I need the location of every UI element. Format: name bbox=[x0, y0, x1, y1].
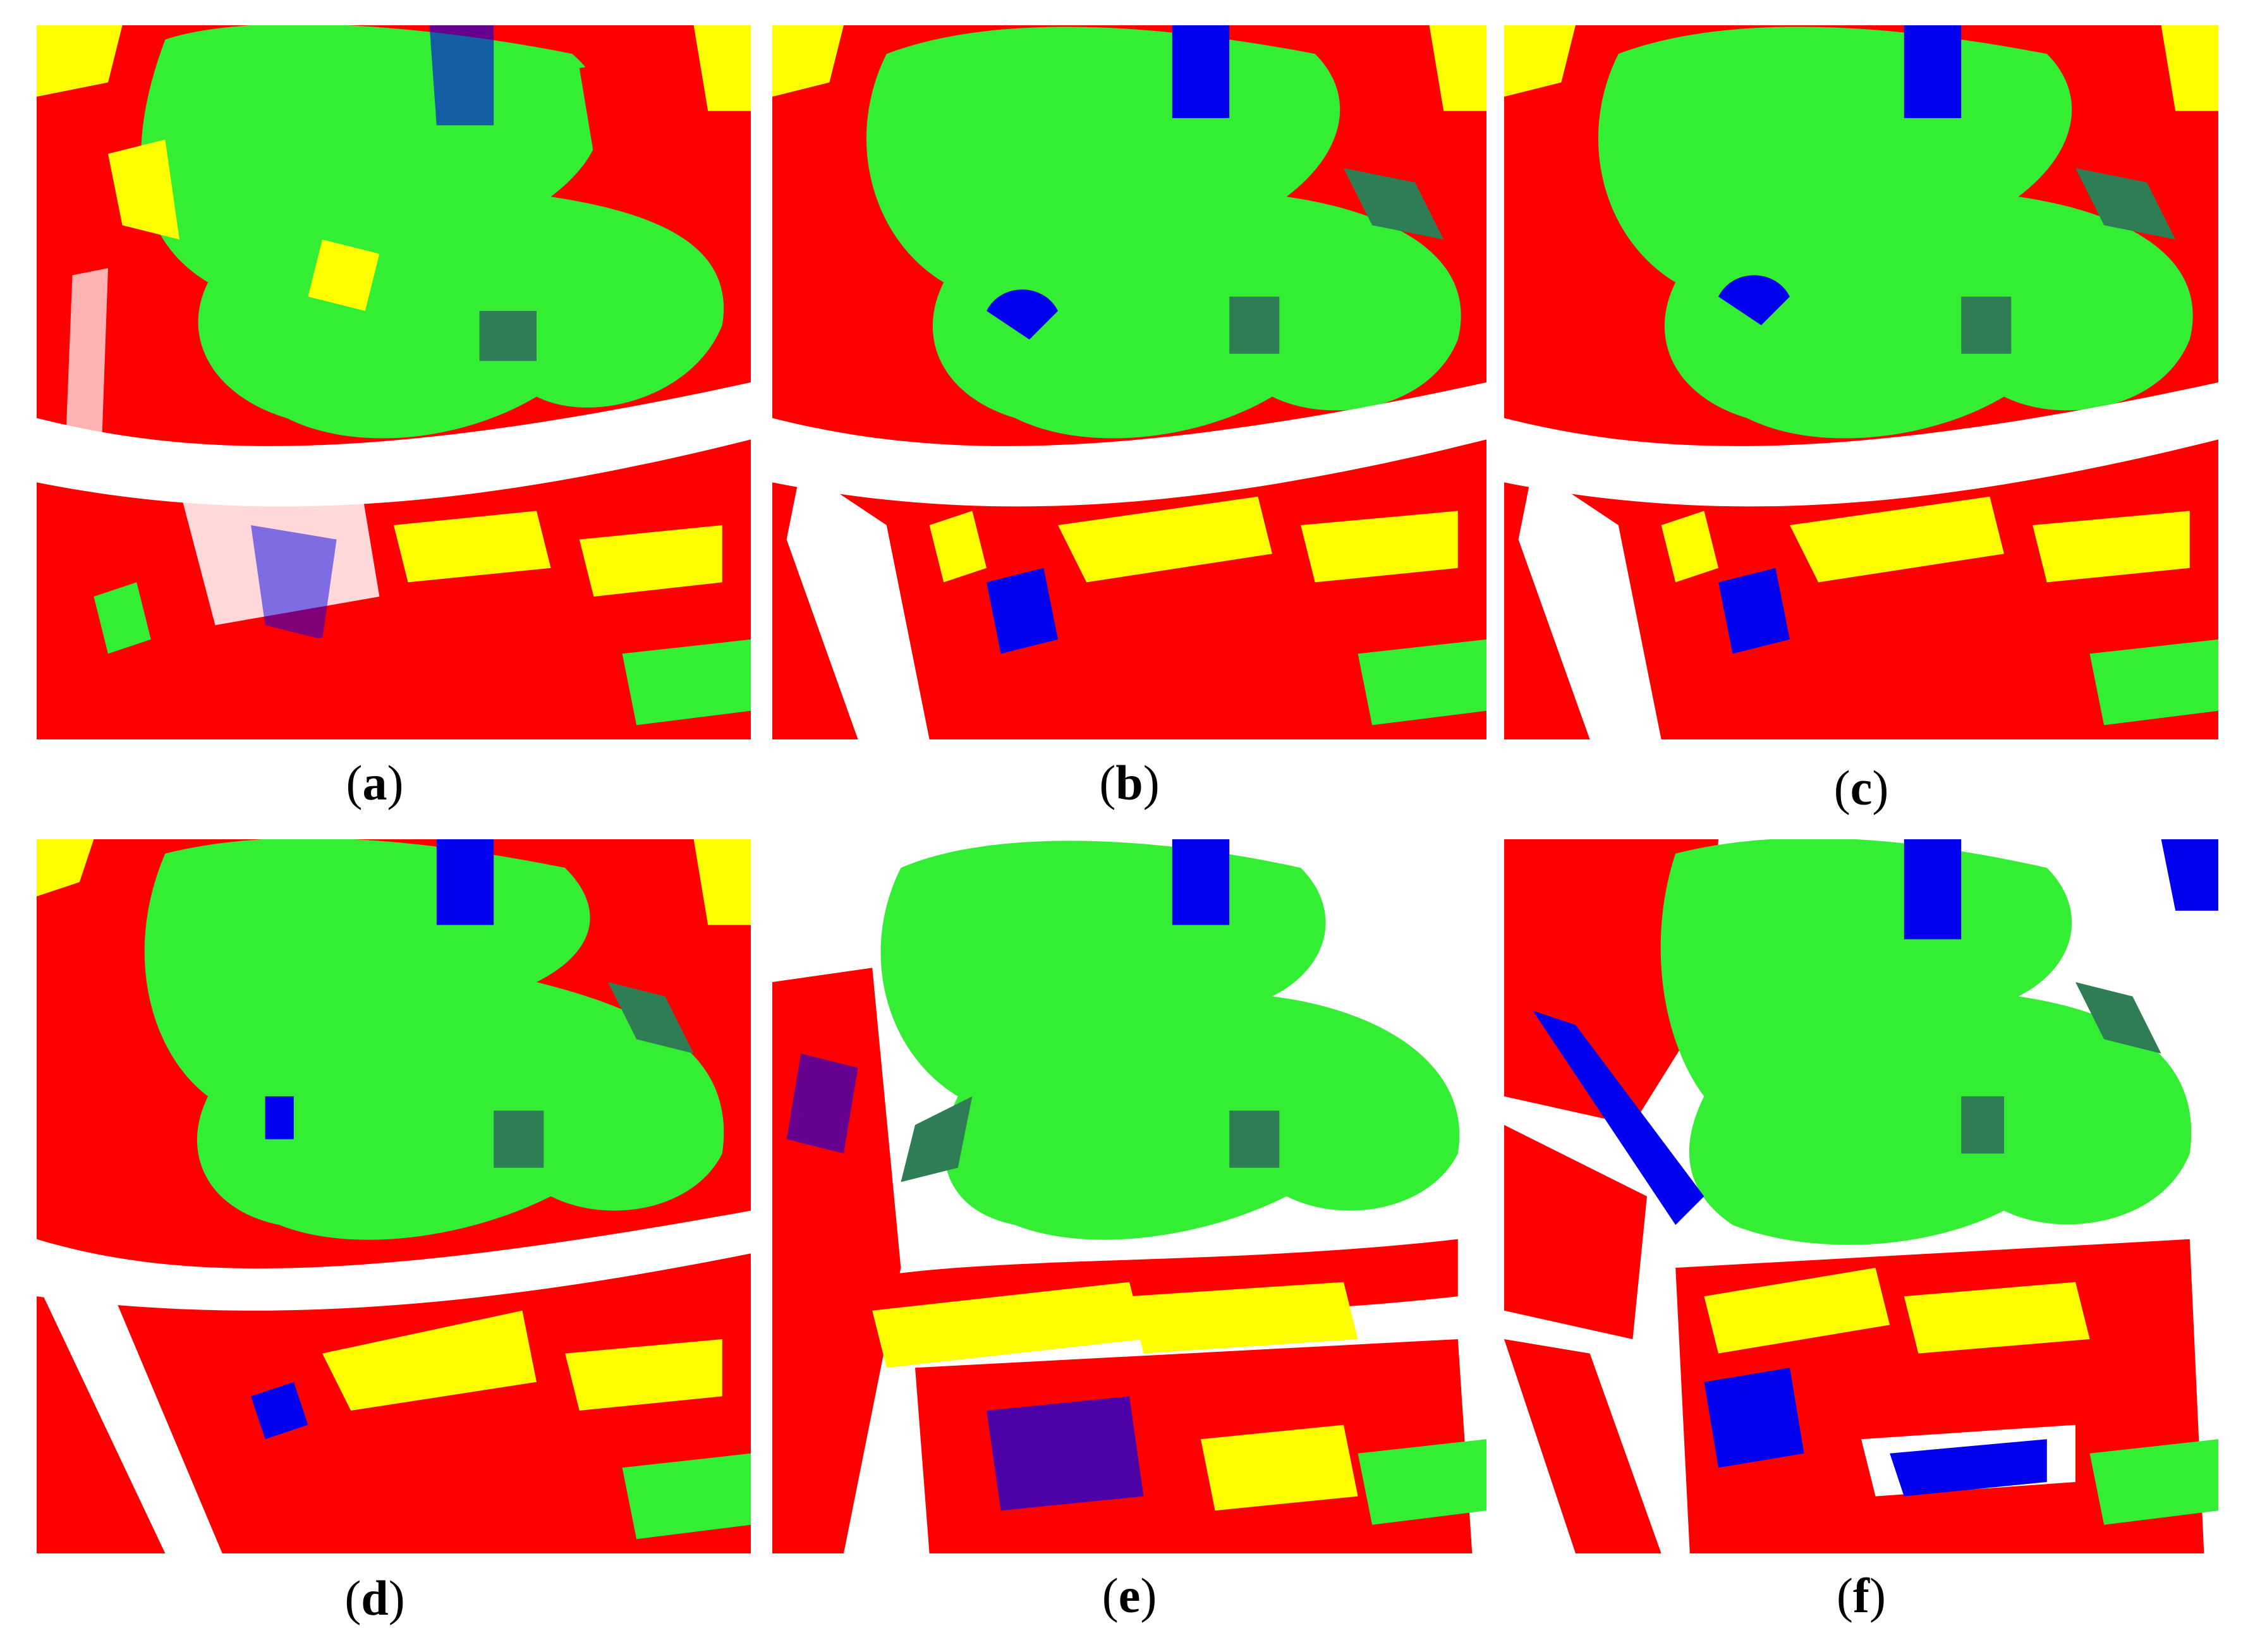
map-f-image bbox=[1504, 839, 2218, 1553]
caption-f: (f) bbox=[1837, 1568, 1886, 1623]
caption-a-label: a bbox=[362, 755, 387, 810]
classification-map-e bbox=[772, 839, 1486, 1553]
map-b-image bbox=[772, 25, 1486, 739]
caption-e: (e) bbox=[1102, 1568, 1157, 1623]
classification-map-d bbox=[37, 839, 751, 1553]
classification-map-b bbox=[772, 25, 1486, 739]
caption-a: (a) bbox=[346, 755, 404, 810]
caption-e-label: e bbox=[1118, 1568, 1141, 1623]
caption-b-label: b bbox=[1115, 755, 1143, 810]
map-c-image bbox=[1504, 25, 2218, 739]
caption-c-label: c bbox=[1850, 760, 1873, 815]
map-e-image bbox=[772, 839, 1486, 1553]
caption-b: (b) bbox=[1099, 755, 1160, 810]
map-d-image bbox=[37, 839, 751, 1553]
caption-d-label: d bbox=[361, 1570, 389, 1625]
caption-d: (d) bbox=[344, 1570, 405, 1625]
caption-c: (c) bbox=[1833, 760, 1889, 815]
classification-map-a bbox=[37, 25, 751, 739]
map-a-image bbox=[37, 25, 751, 739]
caption-f-label: f bbox=[1853, 1568, 1869, 1623]
classification-map-c bbox=[1504, 25, 2218, 739]
classification-map-f bbox=[1504, 839, 2218, 1553]
